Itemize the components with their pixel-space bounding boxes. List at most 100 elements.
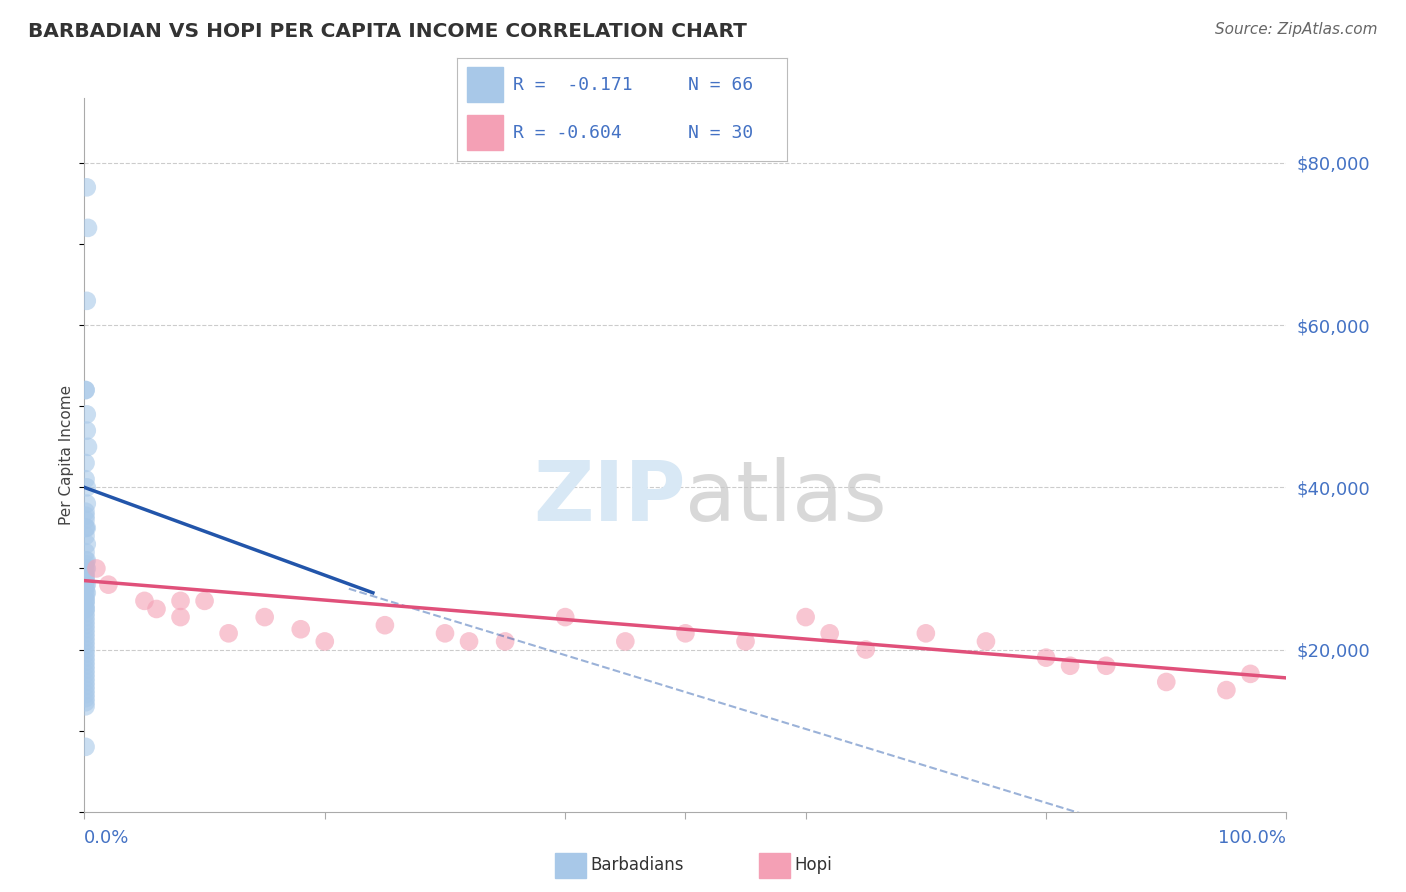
Text: N = 66: N = 66 <box>689 76 754 94</box>
Point <box>75 655 97 669</box>
Point <box>1215 683 1237 698</box>
Point <box>75 558 97 572</box>
Point <box>76 521 98 535</box>
Point <box>734 634 756 648</box>
Point <box>134 594 156 608</box>
Point <box>75 679 97 693</box>
Point <box>75 631 97 645</box>
Text: Barbadians: Barbadians <box>591 856 685 874</box>
Point <box>75 687 97 701</box>
Point <box>614 634 637 648</box>
Point <box>75 663 97 677</box>
Point <box>75 683 97 698</box>
Point <box>1239 666 1261 681</box>
Point <box>75 594 97 608</box>
Point <box>75 675 97 690</box>
Point <box>169 594 191 608</box>
Point <box>75 456 97 470</box>
Point <box>77 440 100 454</box>
Point <box>76 561 98 575</box>
Point <box>75 739 97 754</box>
Point <box>794 610 817 624</box>
Point <box>75 699 97 714</box>
Text: Hopi: Hopi <box>794 856 832 874</box>
Point <box>75 569 97 583</box>
Point <box>75 691 97 706</box>
Point <box>75 642 97 657</box>
Point <box>675 626 697 640</box>
Point <box>75 614 97 628</box>
Point <box>75 626 97 640</box>
Point <box>494 634 516 648</box>
Bar <box>467 115 503 150</box>
Point <box>75 590 97 604</box>
Text: 0.0%: 0.0% <box>84 829 129 847</box>
Point <box>75 383 97 397</box>
Point <box>75 610 97 624</box>
Point <box>97 577 120 591</box>
Point <box>75 598 97 612</box>
Point <box>76 293 98 308</box>
Text: R = -0.604: R = -0.604 <box>513 124 621 142</box>
Point <box>75 606 97 620</box>
Point <box>915 626 938 640</box>
Point <box>75 521 97 535</box>
Point <box>76 553 98 567</box>
Text: Source: ZipAtlas.com: Source: ZipAtlas.com <box>1215 22 1378 37</box>
Point <box>86 561 108 575</box>
Point <box>76 480 98 494</box>
Point <box>75 618 97 632</box>
Point <box>75 658 97 673</box>
Point <box>75 650 97 665</box>
Point <box>76 424 98 438</box>
Text: R =  -0.171: R = -0.171 <box>513 76 633 94</box>
Bar <box>467 67 503 102</box>
Text: N = 30: N = 30 <box>689 124 754 142</box>
Point <box>974 634 997 648</box>
Point <box>75 513 97 527</box>
Point <box>75 602 97 616</box>
Point <box>855 642 877 657</box>
Point <box>554 610 576 624</box>
Text: atlas: atlas <box>686 458 887 538</box>
Point <box>818 626 841 640</box>
Point <box>76 408 98 422</box>
Point <box>458 634 481 648</box>
Point <box>75 508 97 523</box>
Point <box>75 647 97 661</box>
Point <box>75 529 97 543</box>
Point <box>75 639 97 653</box>
Point <box>76 497 98 511</box>
Point <box>75 586 97 600</box>
Point <box>75 561 97 575</box>
Point <box>169 610 191 624</box>
Point <box>75 671 97 685</box>
Point <box>75 634 97 648</box>
Point <box>1035 650 1057 665</box>
Point <box>253 610 276 624</box>
Point <box>374 618 396 632</box>
Point <box>75 472 97 486</box>
Point <box>290 622 312 636</box>
Point <box>75 666 97 681</box>
Point <box>75 566 97 580</box>
Point <box>75 505 97 519</box>
Text: ZIP: ZIP <box>533 458 686 538</box>
Text: BARBADIAN VS HOPI PER CAPITA INCOME CORRELATION CHART: BARBADIAN VS HOPI PER CAPITA INCOME CORR… <box>28 22 747 41</box>
Point <box>76 586 98 600</box>
Point <box>75 569 97 583</box>
Point <box>75 521 97 535</box>
Point <box>76 577 98 591</box>
Point <box>1059 658 1081 673</box>
Point <box>76 180 98 194</box>
Point <box>218 626 240 640</box>
Point <box>75 383 97 397</box>
Point <box>75 582 97 596</box>
Point <box>76 537 98 551</box>
Point <box>75 594 97 608</box>
Y-axis label: Per Capita Income: Per Capita Income <box>59 384 75 525</box>
Point <box>145 602 167 616</box>
Point <box>75 695 97 709</box>
Point <box>75 574 97 588</box>
Point <box>194 594 217 608</box>
